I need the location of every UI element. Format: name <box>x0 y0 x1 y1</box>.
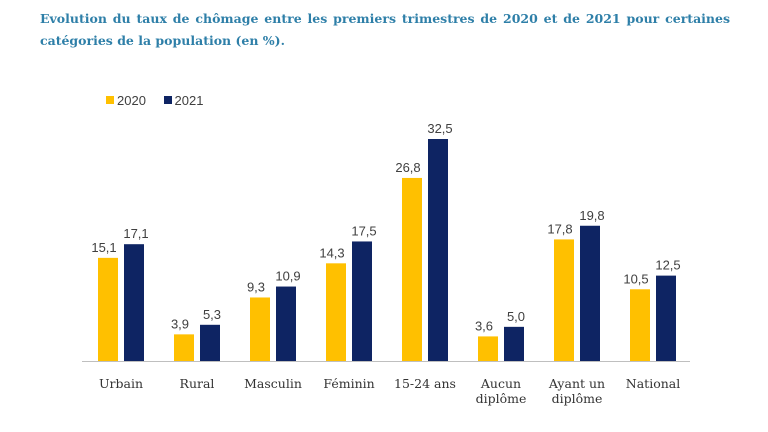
data-label-2020-7: 10,5 <box>623 271 648 286</box>
bar-2021-6 <box>580 225 600 361</box>
bar-2021-7 <box>656 275 676 361</box>
category-label-4: 15-24 ans <box>394 376 456 391</box>
bar-2020-6 <box>554 239 574 361</box>
bar-2021-2 <box>276 286 296 361</box>
legend-item-2020: 2020 <box>106 93 146 108</box>
data-label-2020-6: 17,8 <box>547 221 572 236</box>
bar-2021-0 <box>124 244 144 361</box>
data-label-2021-3: 17,5 <box>351 223 376 238</box>
data-label-2020-5: 3,6 <box>475 318 493 333</box>
data-label-2021-6: 19,8 <box>579 208 604 223</box>
data-label-2020-3: 14,3 <box>319 245 344 260</box>
chart-title: Evolution du taux de chômage entre les p… <box>40 11 730 48</box>
legend-swatch-2021 <box>163 96 172 104</box>
bar-2020-3 <box>326 263 346 361</box>
bar-2021-3 <box>352 241 372 361</box>
bar-2021-1 <box>200 324 220 361</box>
bar-2020-7 <box>630 289 650 361</box>
data-label-2020-4: 26,8 <box>395 160 420 175</box>
category-label-0: Urbain <box>99 376 143 391</box>
category-label-3: Féminin <box>323 376 374 391</box>
category-label-5-line2: diplôme <box>476 391 527 406</box>
data-label-2021-4: 32,5 <box>427 121 452 136</box>
bar-2020-5 <box>478 336 498 361</box>
bar-2020-2 <box>250 297 270 361</box>
data-label-2021-0: 17,1 <box>123 226 148 241</box>
bar-2020-4 <box>402 177 422 361</box>
bar-2021-5 <box>504 326 524 361</box>
legend-label-2021: 2021 <box>174 92 204 108</box>
legend-item-2021: 2021 <box>163 92 204 108</box>
bar-2020-0 <box>98 257 118 361</box>
category-label-7: National <box>626 376 680 391</box>
legend-swatch-2020 <box>106 96 114 104</box>
bar-2021-4 <box>428 139 448 361</box>
category-label-6: Ayant un <box>548 376 605 391</box>
category-label-5: Aucun <box>480 376 521 391</box>
data-label-2020-2: 9,3 <box>247 279 265 294</box>
category-label-6-line2: diplôme <box>552 391 603 406</box>
data-label-2021-5: 5,0 <box>507 309 525 324</box>
bar-2020-1 <box>174 334 194 361</box>
legend: 2020 2021 <box>106 92 217 108</box>
data-label-2021-7: 12,5 <box>655 258 680 273</box>
data-label-2020-0: 15,1 <box>91 240 116 255</box>
data-label-2020-1: 3,9 <box>171 316 189 331</box>
legend-label-2020: 2020 <box>117 92 146 108</box>
data-label-2021-2: 10,9 <box>275 269 300 284</box>
category-label-2: Masculin <box>244 376 302 391</box>
category-label-1: Rural <box>180 376 215 391</box>
data-label-2021-1: 5,3 <box>203 307 221 322</box>
